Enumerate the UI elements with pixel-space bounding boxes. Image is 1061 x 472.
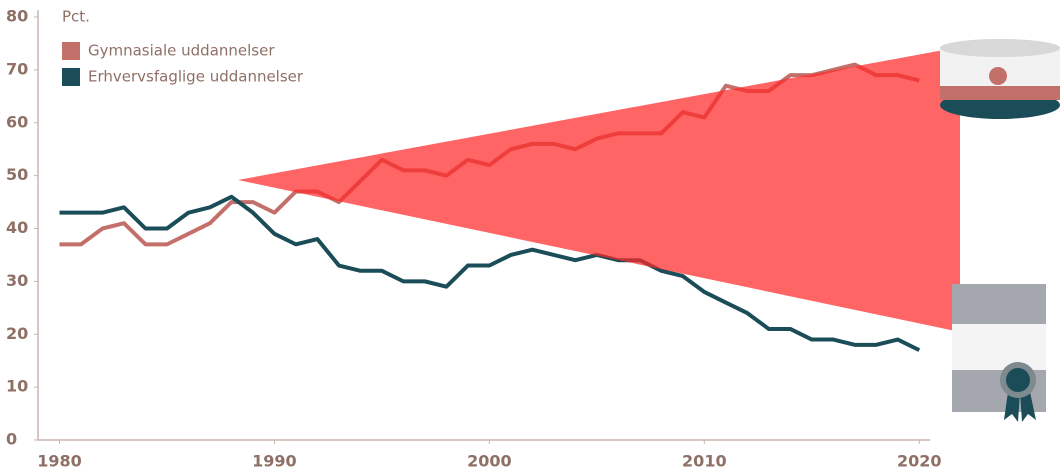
y-axis-label: Pct. <box>62 8 90 26</box>
y-tick-label: 20 <box>6 324 28 343</box>
x-tick-label: 2020 <box>897 452 942 471</box>
x-tick-label: 2010 <box>682 452 727 471</box>
y-tick-label: 40 <box>6 218 28 237</box>
y-tick-label: 0 <box>6 430 17 449</box>
y-tick-label: 50 <box>6 165 28 184</box>
chart: Pct. 0 10 20 30 40 50 60 70 80 1980 1990 2000 2010 20… <box>0 0 1061 472</box>
y-tick-label: 80 <box>6 7 28 26</box>
y-tick-label: 30 <box>6 271 28 290</box>
x-tick-label: 1980 <box>37 452 82 471</box>
diploma-icon <box>952 284 1046 422</box>
legend-label: Erhvervsfaglige uddannelser <box>88 68 304 86</box>
y-tick-label: 60 <box>6 112 28 131</box>
y-tick-label: 70 <box>6 59 28 78</box>
legend-label: Gymnasiale uddannelser <box>88 42 275 60</box>
legend-swatch <box>62 42 80 60</box>
student-cap-icon <box>940 39 1060 119</box>
x-tick-label: 2000 <box>467 452 512 471</box>
y-tick-label: 10 <box>6 377 28 396</box>
x-tick-label: 1990 <box>252 452 297 471</box>
highlight-wedge <box>238 47 960 332</box>
legend-swatch <box>62 68 80 86</box>
